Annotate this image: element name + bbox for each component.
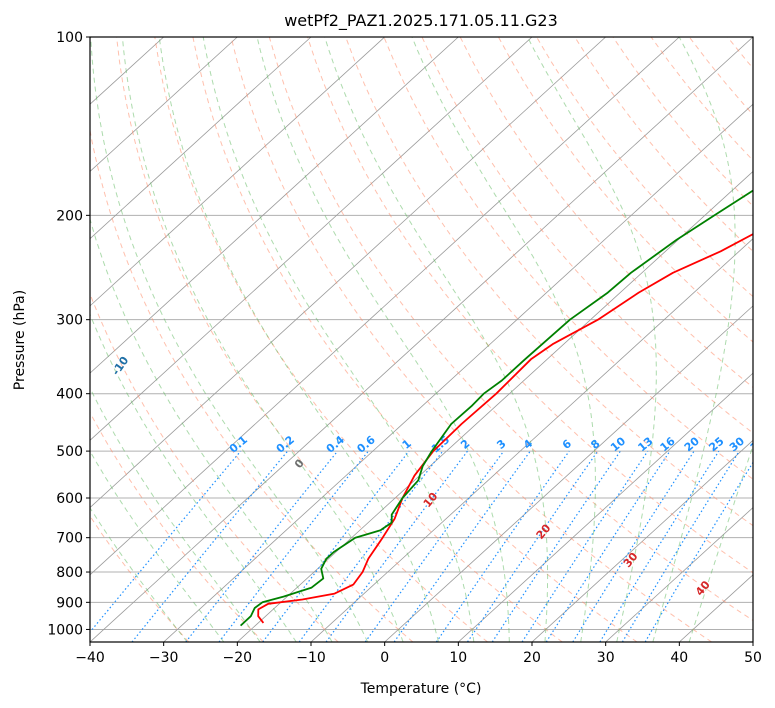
mixing-ratio-line [491, 450, 621, 642]
x-axis-label: Temperature (°C) [360, 681, 482, 697]
dry-adiabat-line [90, 127, 414, 642]
mixing-ratio-line [262, 450, 410, 642]
isotherm-line [384, 305, 753, 642]
isotherm-line [458, 372, 753, 642]
moist-adiabat-line [256, 37, 510, 642]
mixing-ratio-line [466, 450, 599, 642]
moist-adiabat-line [90, 313, 297, 642]
isotherm-line [163, 103, 753, 642]
mixing-ratio-line [572, 450, 695, 642]
dry-adiabat-line [90, 515, 190, 642]
isotherm-line [90, 37, 312, 240]
chart-title: wetPf2_PAZ1.2025.171.05.11.G23 [284, 11, 558, 31]
y-tick-label: 500 [56, 444, 83, 460]
isotherm-line [90, 37, 606, 509]
x-tick-label: 20 [523, 650, 541, 666]
dry-adiabat-line [268, 37, 753, 622]
x-tick-label: −40 [75, 650, 105, 666]
x-tick-label: −10 [296, 650, 326, 666]
isotherm-line [605, 507, 753, 642]
isotherm-line [90, 37, 680, 576]
x-tick-label: 50 [744, 650, 762, 666]
dry-adiabat-line [230, 37, 712, 642]
isotherm-line [90, 37, 753, 642]
isotherm-line [90, 37, 238, 172]
moist-adiabat-line [158, 37, 439, 642]
y-tick-label: 900 [56, 595, 83, 611]
isotherm-line [90, 37, 533, 441]
y-tick-label: 700 [56, 531, 83, 547]
mixing-ratio-line [393, 450, 531, 642]
dry-adiabat-line [90, 411, 264, 642]
mixing-ratio-line [364, 450, 505, 642]
dewpoint-profile-line [239, 189, 753, 627]
moist-adiabat-line [652, 37, 736, 642]
moist-adiabat-line [202, 37, 475, 642]
mixing-ratio-line [298, 450, 444, 642]
mixing-ratio-line [621, 450, 740, 642]
x-tick-label: 40 [670, 650, 688, 666]
moist-adiabat-line [90, 387, 261, 642]
dry-adiabat-line [116, 37, 488, 642]
moist-adiabat-line [411, 37, 596, 642]
temperature-profile-line [257, 233, 753, 624]
dry-adiabat-line [307, 37, 753, 574]
plot-frame [89, 36, 754, 643]
isotherm-line [90, 37, 385, 307]
dry-adiabat-line [459, 37, 753, 389]
mixing-ratio-line [435, 450, 570, 642]
isotherm-line [310, 238, 753, 642]
moist-adiabat-line [90, 450, 225, 642]
x-tick-label: −20 [223, 650, 253, 666]
x-tick-label: −30 [149, 650, 179, 666]
moist-adiabat-line [688, 444, 753, 642]
y-tick-label: 1000 [47, 622, 83, 638]
mixing-ratio-line [325, 450, 468, 642]
isotherm-line [237, 170, 753, 642]
plot-area: 0.10.20.40.611.52346810131620253036-100-… [90, 37, 768, 642]
moist-adiabat-line [90, 217, 333, 642]
y-tick-label: 200 [56, 208, 83, 224]
y-tick-label: 100 [56, 30, 83, 46]
y-tick-label: 800 [56, 565, 83, 581]
mixing-ratio-line [521, 450, 649, 642]
y-tick-label: 400 [56, 387, 83, 403]
mixing-ratio-line [545, 450, 671, 642]
dry-adiabat-line [154, 37, 563, 642]
x-tick-label: 0 [380, 650, 389, 666]
y-axis-label: Pressure (hPa) [12, 290, 28, 390]
y-tick-label: 600 [56, 491, 83, 507]
x-tick-label: 10 [449, 650, 467, 666]
moist-adiabat-line [121, 37, 404, 642]
moist-adiabat-line [324, 37, 549, 642]
mixing-ratio-label: 36 [748, 434, 768, 454]
dry-adiabat-line [345, 37, 753, 527]
dry-adiabat-line [192, 37, 638, 642]
moist-adiabat-line [90, 37, 369, 642]
isotherm-line [531, 439, 753, 642]
y-tick-label: 300 [56, 313, 83, 329]
dry-adiabat-line [90, 292, 339, 642]
mixing-ratio-line [131, 450, 289, 642]
dry-adiabat-line [497, 37, 753, 343]
mixing-ratio-line [90, 450, 242, 633]
mixing-ratio-line [185, 450, 339, 642]
x-tick-label: 30 [597, 650, 615, 666]
